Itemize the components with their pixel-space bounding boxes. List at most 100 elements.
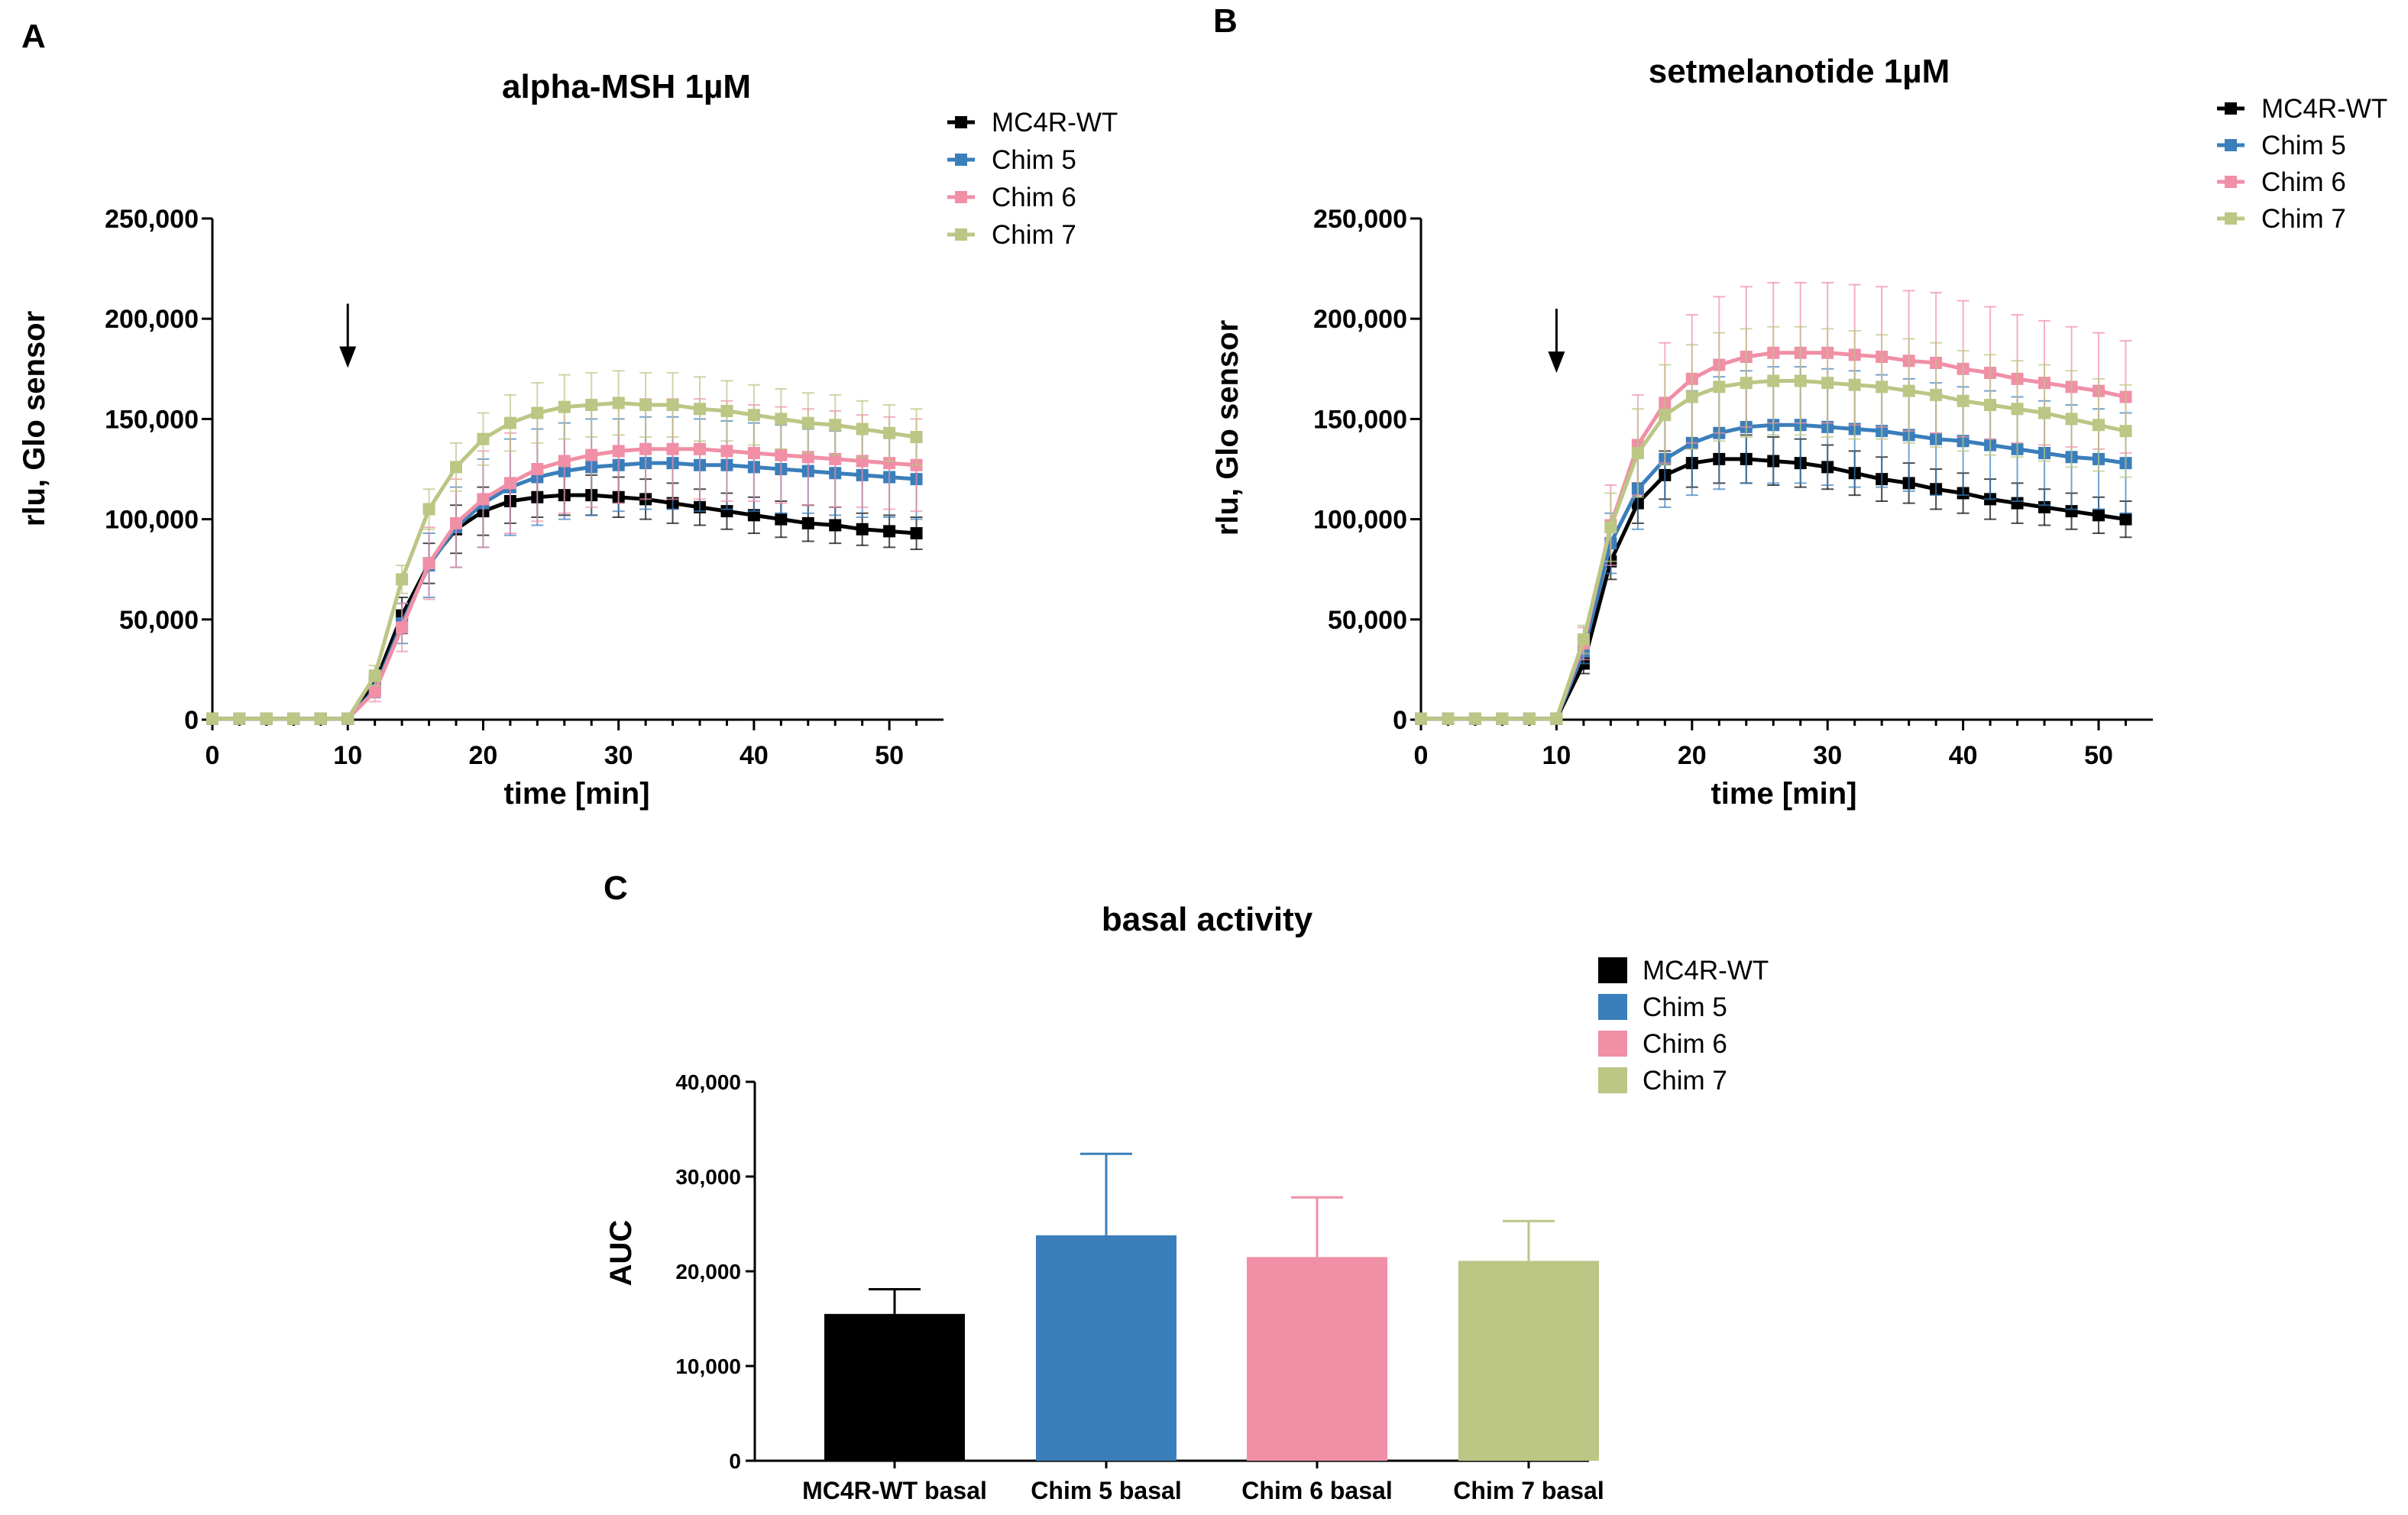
panel-b-xtick-label: 50 (2084, 741, 2113, 770)
legend-swatch (1598, 957, 1627, 983)
panel-a-title: alpha-MSH 1µM (502, 68, 751, 105)
data-point (558, 455, 571, 468)
data-point (1685, 390, 1698, 403)
legend-label: Chim 5 (2261, 131, 2346, 160)
bar-chim-5-basal (1036, 1235, 1176, 1461)
data-point (747, 409, 760, 422)
data-point (585, 399, 598, 412)
data-point (883, 525, 896, 538)
data-point (883, 426, 896, 439)
data-point (1415, 712, 1427, 725)
panel-b-xtick-label: 20 (1678, 741, 1707, 770)
data-point (1631, 447, 1644, 460)
panel-c-ytick-label: 30,000 (675, 1165, 741, 1189)
data-point (1577, 633, 1590, 646)
data-point (720, 404, 733, 417)
legend-label: Chim 5 (992, 145, 1076, 175)
data-point (856, 422, 869, 435)
legend-marker (2225, 139, 2237, 151)
data-point (585, 448, 598, 461)
panel-c-xtick-label: Chim 6 basal (1241, 1477, 1392, 1504)
data-point (2011, 403, 2024, 416)
panel-a-ytick-label: 150,000 (105, 405, 199, 434)
data-point (477, 493, 490, 506)
bar-mc4r-wt-basal (824, 1313, 965, 1461)
panel-b-ytick-label: 50,000 (1328, 606, 1407, 635)
data-point (2038, 500, 2051, 513)
data-point (1659, 409, 1672, 422)
panel-c-xtick-label: MC4R-WT basal (802, 1477, 987, 1504)
data-point (341, 712, 354, 725)
legend-swatch (1598, 1067, 1627, 1093)
panel-a-ytick-label: 0 (184, 706, 199, 735)
data-point (829, 419, 842, 432)
data-point (612, 445, 625, 458)
panel-c-ytick-label: 0 (729, 1449, 741, 1473)
data-point (910, 526, 923, 539)
panel-a-xtick-label: 30 (604, 741, 633, 770)
data-point (856, 523, 869, 536)
data-point (1550, 712, 1563, 725)
data-point (477, 432, 490, 445)
data-point (775, 448, 788, 461)
data-point (2011, 497, 2024, 510)
data-point (260, 712, 273, 725)
data-point (1902, 384, 1915, 397)
panel-a-xtick-label: 20 (469, 741, 498, 770)
data-point (1442, 712, 1455, 725)
data-point (368, 685, 381, 698)
legend-label: MC4R-WT (1643, 956, 1769, 986)
panel-c-title: basal activity (1102, 901, 1313, 938)
data-point (2119, 425, 2132, 438)
data-point (829, 519, 842, 532)
data-point (503, 416, 516, 429)
panel-a-xtick-label: 50 (875, 741, 904, 770)
data-point (314, 712, 327, 725)
bar-chim-6-basal (1247, 1257, 1387, 1461)
panel-a-ylabel: rlu, Glo sensor (18, 311, 51, 526)
panel-c-bar-chart: C basal activity AUC 0 10,000 20,000 30,000… (604, 869, 1769, 1504)
panel-b-xtick-label: 30 (1813, 741, 1842, 770)
panel-b-ytick-label: 250,000 (1313, 205, 1407, 234)
data-point (396, 573, 409, 586)
data-point (639, 399, 652, 412)
data-point (2119, 513, 2132, 526)
data-point (2092, 509, 2105, 522)
panel-a-series-chim-7 (206, 370, 923, 725)
data-point (910, 431, 923, 444)
panel-b-series-chim-7 (1415, 325, 2132, 725)
data-point (1848, 378, 1861, 391)
panel-b-title: setmelanotide 1µM (1649, 53, 1950, 90)
panel-a-ytick-label: 50,000 (119, 606, 199, 635)
data-point (287, 712, 300, 725)
data-point (612, 397, 625, 410)
panel-a-plot-area: 0 50,000 100,000 150,000 200,000 250,000 0 10 20… (105, 205, 943, 770)
panel-c-ytick-label: 40,000 (675, 1070, 741, 1094)
legend-marker (955, 228, 967, 241)
legend-label: Chim 7 (1643, 1066, 1727, 1096)
panel-b-xtick-label: 40 (1949, 741, 1978, 770)
data-point (503, 477, 516, 490)
legend-label: Chim 7 (2261, 204, 2346, 234)
panel-a-ytick-label: 250,000 (105, 205, 199, 234)
legend-marker (2225, 176, 2237, 188)
data-point (856, 455, 869, 468)
legend-label: MC4R-WT (2261, 94, 2387, 124)
legend-label: Chim 7 (992, 220, 1076, 250)
data-point (1468, 712, 1481, 725)
data-point (747, 447, 760, 460)
bar-chim-7-basal (1458, 1261, 1599, 1461)
data-point (747, 509, 760, 522)
data-point (233, 712, 246, 725)
data-point (829, 452, 842, 465)
panel-a-arrow-head (339, 346, 357, 368)
data-point (531, 463, 544, 475)
panel-c-xtick-label: Chim 5 basal (1031, 1477, 1181, 1504)
data-point (694, 442, 706, 455)
data-point (422, 557, 435, 570)
data-point (666, 442, 679, 455)
legend-label: MC4R-WT (992, 108, 1118, 138)
panel-b-ytick-label: 0 (1393, 706, 1407, 735)
data-point (1496, 712, 1509, 725)
data-point (422, 503, 435, 516)
